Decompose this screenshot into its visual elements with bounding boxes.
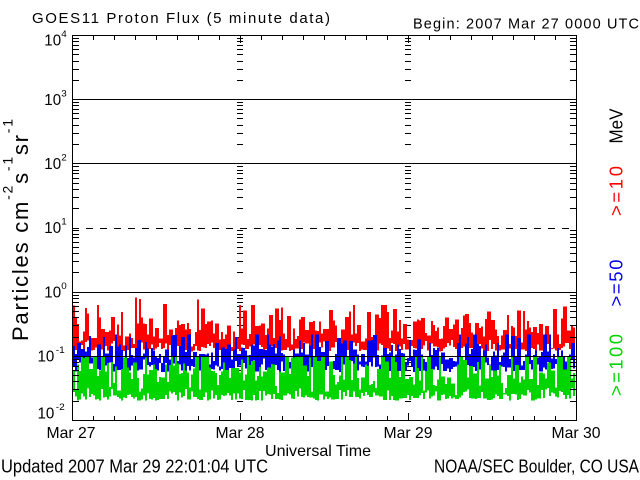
svg-text:Mar 27: Mar 27 bbox=[47, 425, 96, 442]
svg-text:Particles cm-2s-1sr-1: Particles cm-2s-1sr-1 bbox=[0, 119, 33, 341]
svg-text:GOES11 Proton Flux (5 minute d: GOES11 Proton Flux (5 minute data) bbox=[32, 10, 330, 27]
svg-text:10: 10 bbox=[38, 348, 55, 365]
svg-text:10: 10 bbox=[38, 405, 55, 422]
svg-text:10: 10 bbox=[44, 284, 61, 301]
svg-text:10: 10 bbox=[44, 220, 61, 237]
svg-text:3: 3 bbox=[61, 88, 67, 99]
svg-text:>=100: >=100 bbox=[606, 334, 627, 396]
svg-text:NOAA/SEC Boulder, CO USA: NOAA/SEC Boulder, CO USA bbox=[434, 457, 639, 477]
svg-text:Mar 28: Mar 28 bbox=[216, 425, 265, 442]
svg-text:10: 10 bbox=[44, 92, 61, 109]
svg-text:>=10: >=10 bbox=[606, 166, 627, 216]
svg-text:10: 10 bbox=[44, 156, 61, 173]
svg-text:0: 0 bbox=[61, 281, 67, 292]
svg-text:10: 10 bbox=[44, 33, 61, 50]
svg-text:Mar 30: Mar 30 bbox=[552, 425, 601, 442]
svg-text:-2: -2 bbox=[56, 402, 65, 413]
svg-text:Mar 29: Mar 29 bbox=[384, 425, 433, 442]
svg-text:1: 1 bbox=[61, 217, 67, 228]
svg-text:Updated 2007 Mar 29 22:01:04 U: Updated 2007 Mar 29 22:01:04 UTC bbox=[1, 457, 268, 477]
svg-text:-1: -1 bbox=[56, 345, 65, 356]
svg-text:>=50: >=50 bbox=[606, 260, 627, 307]
svg-text:2: 2 bbox=[61, 152, 67, 163]
svg-text:4: 4 bbox=[61, 29, 67, 40]
svg-text:Begin: 2007 Mar 27 0000 UTC: Begin: 2007 Mar 27 0000 UTC bbox=[413, 16, 639, 32]
svg-text:Universal Time: Universal Time bbox=[265, 443, 371, 460]
svg-text:MeV: MeV bbox=[606, 108, 627, 144]
